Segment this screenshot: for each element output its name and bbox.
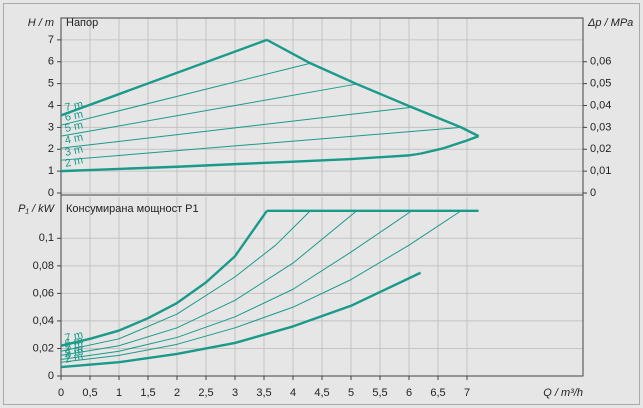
x-tick-label: 7 — [464, 387, 470, 399]
x-tick-label: 6,5 — [430, 387, 445, 399]
y-tick-label: 0,06 — [33, 287, 54, 299]
y-tick-label: 3 — [48, 121, 54, 133]
x-tick-label: 3 — [232, 387, 238, 399]
y-tick-label: 2 — [48, 143, 54, 155]
y2-tick-label: 0 — [590, 187, 596, 199]
x-tick-label: 4,5 — [314, 387, 329, 399]
y2-tick-label: 0,02 — [590, 143, 611, 155]
y-tick-label: 7 — [48, 34, 54, 46]
x-tick-label: 0 — [58, 387, 64, 399]
curve — [60, 106, 412, 149]
y-tick-label: 0 — [48, 187, 54, 199]
series-label: 5 m — [64, 339, 84, 355]
x-tick-label: 2 — [174, 387, 180, 399]
x-tick-label: 5,5 — [372, 387, 387, 399]
x-tick-label: 1,5 — [140, 387, 155, 399]
x-tick-label: 3,5 — [256, 387, 271, 399]
x-axis-label: Q / m³/h — [543, 387, 583, 399]
frame — [3, 3, 640, 405]
curve — [60, 210, 413, 360]
y2-tick-label: 0,04 — [590, 99, 611, 111]
series-label: 2 m — [64, 154, 84, 170]
curve — [60, 210, 462, 363]
panel-title: Консумирана мощност P1 — [66, 203, 199, 215]
series-label: 7 m — [64, 329, 84, 345]
y2-axis-label: Δp / MPa — [587, 17, 633, 29]
x-tick-label: 2,5 — [198, 387, 213, 399]
y-tick-label: 0,04 — [33, 315, 54, 327]
y-tick-label: 0,02 — [33, 342, 54, 354]
series-label: 7 m — [64, 99, 84, 115]
y-tick-label: 6 — [48, 56, 54, 68]
series-label: 2 m — [64, 350, 84, 366]
x-tick-label: 0,5 — [82, 387, 97, 399]
x-tick-label: 4 — [290, 387, 296, 399]
panel-title: Напор — [66, 17, 98, 29]
y2-tick-label: 0,06 — [590, 56, 611, 68]
curve — [60, 210, 268, 347]
y-tick-label: 4 — [48, 99, 54, 111]
marks — [60, 38, 480, 369]
curve — [60, 83, 357, 137]
plot-border — [60, 17, 584, 377]
x-tick-label: 5 — [348, 387, 354, 399]
y2-tick-label: 0,05 — [590, 78, 611, 90]
series-label: 6 m — [64, 334, 84, 350]
y2-tick-label: 0,03 — [590, 121, 611, 133]
series-label: 4 m — [64, 131, 84, 147]
curve — [60, 38, 268, 117]
y-tick-label: 0,08 — [33, 260, 54, 272]
y-tick-label: 0 — [48, 370, 54, 382]
y-axis-label: P₁ / kW — [18, 203, 55, 215]
curve — [60, 152, 421, 173]
x-tick-label: 6 — [406, 387, 412, 399]
y2-tick-label: 0,01 — [590, 165, 611, 177]
y-tick-label: 1 — [48, 165, 54, 177]
series-label: 6 m — [64, 108, 84, 124]
curve — [60, 126, 462, 161]
curve — [266, 38, 480, 138]
series-label: 3 m — [64, 143, 84, 159]
series-label: 4 m — [64, 343, 84, 359]
curve — [60, 210, 358, 356]
series-label: 3 m — [64, 345, 84, 361]
curve — [420, 135, 480, 155]
curve — [60, 62, 311, 126]
x-tick-label: 1 — [116, 387, 122, 399]
y-axis-label: H / m — [28, 17, 54, 29]
series-label: 5 m — [64, 119, 84, 135]
y-tick-label: 5 — [48, 78, 54, 90]
curve — [60, 210, 311, 352]
y-tick-label: 0,1 — [39, 232, 54, 244]
curve — [60, 271, 422, 369]
